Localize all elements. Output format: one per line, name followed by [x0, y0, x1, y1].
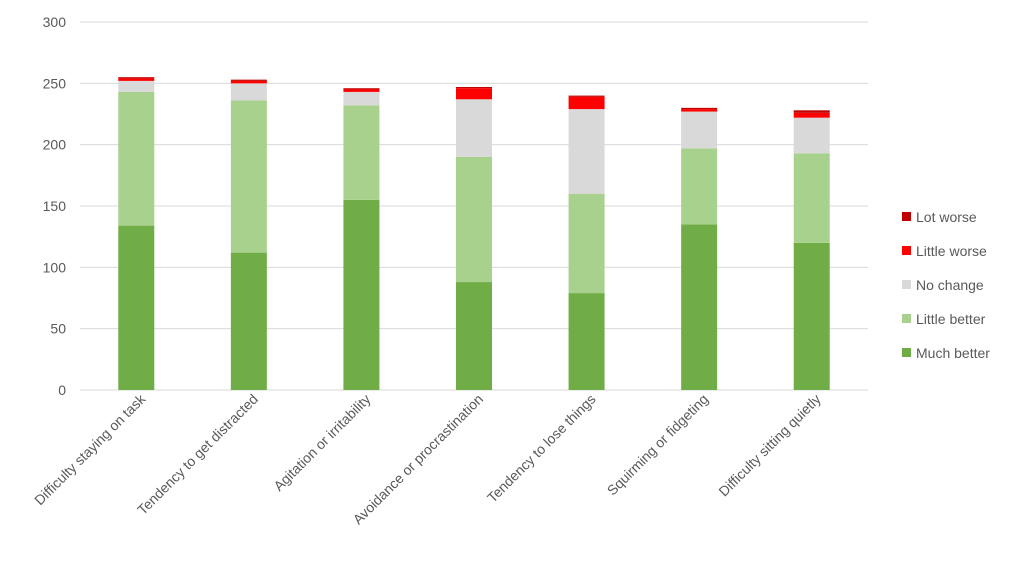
y-tick-label: 50 [50, 321, 66, 337]
legend-label: Little worse [916, 243, 987, 259]
y-tick-label: 100 [43, 259, 67, 275]
bar-segment-much-better [568, 293, 605, 390]
legend: Lot worse Little worse No change Little bet… [902, 209, 990, 361]
x-tick-label: Agitation or irritability [270, 391, 373, 494]
bar-segment-little-worse [793, 112, 830, 118]
legend-label: Little better [916, 311, 986, 327]
bars [118, 77, 830, 390]
y-tick-label: 0 [58, 382, 66, 398]
x-tick-label: Avoidance or procrastination [350, 391, 487, 528]
y-tick-label: 200 [43, 137, 67, 153]
bar-segment-no-change [568, 109, 605, 194]
bar-segment-much-better [681, 224, 718, 390]
bar-segment-much-better [456, 282, 492, 390]
x-tick-label: Difficulty sitting quietly [715, 391, 824, 500]
y-tick-label: 150 [43, 198, 67, 214]
bar-segment-little-better [343, 105, 380, 200]
bar-segment-little-worse [568, 96, 605, 110]
x-tick-label: Difficulty staying on task [31, 390, 149, 508]
legend-swatch [902, 212, 911, 221]
bar-segment-lot-worse [230, 79, 267, 81]
bar-segment-little-better [568, 193, 605, 294]
bar-segment-little-worse [681, 109, 718, 112]
bar-segment-little-better [681, 148, 718, 225]
bar-segment-much-better [118, 225, 155, 390]
legend-label: No change [916, 277, 984, 293]
y-tick-label: 250 [43, 75, 67, 91]
x-tick-label: Squirming or fidgeting [604, 391, 712, 499]
bar-segment-lot-worse [118, 77, 155, 79]
bar-segment-much-better [343, 199, 380, 390]
bar-segment-little-better [118, 91, 155, 226]
x-tick-label: Tendency to lose things [484, 391, 599, 506]
bar-segment-little-better [456, 156, 492, 283]
bar-segment-lot-worse [343, 88, 380, 90]
bar-segment-little-worse [456, 88, 492, 100]
bar-segment-much-better [793, 242, 830, 390]
legend-swatch [902, 246, 911, 255]
bar-segment-no-change [793, 117, 830, 154]
x-tick-label: Tendency to get distracted [134, 391, 261, 518]
y-tick-label: 300 [43, 14, 67, 30]
bar-segment-little-worse [343, 89, 380, 92]
legend-swatch [902, 348, 911, 357]
bar-segment-lot-worse [681, 107, 718, 110]
bar-segment-lot-worse [568, 95, 605, 97]
bar-segment-no-change [118, 80, 155, 92]
bar-segment-little-worse [118, 78, 155, 81]
bar-segment-little-better [793, 153, 830, 243]
bar-segment-little-better [230, 100, 267, 253]
bar-segment-no-change [681, 111, 718, 149]
bar-segment-lot-worse [793, 110, 830, 113]
bar-segment-no-change [456, 99, 492, 157]
bar-segment-no-change [230, 83, 267, 101]
legend-swatch [902, 314, 911, 323]
legend-label: Lot worse [916, 209, 977, 225]
y-axis-ticks: 0 50 100 150 200 250 300 [43, 14, 67, 398]
bar-segment-no-change [343, 91, 380, 106]
legend-label: Much better [916, 345, 990, 361]
bar-segment-little-worse [230, 80, 267, 84]
bar-segment-lot-worse [456, 87, 492, 89]
legend-swatch [902, 280, 911, 289]
bar-segment-much-better [230, 252, 267, 390]
